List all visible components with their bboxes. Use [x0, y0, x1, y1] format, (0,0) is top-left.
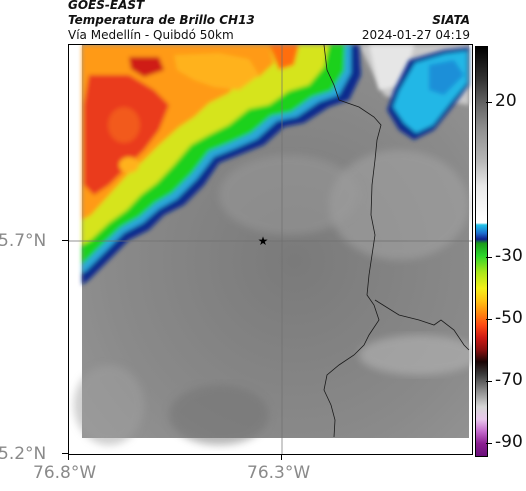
- product-title: Temperatura de Brillo CH13: [68, 13, 255, 27]
- colorbar-label: 20: [495, 91, 517, 111]
- lon-tick-76.8: [68, 454, 69, 460]
- timestamp-label: 2024-01-27 04:19: [361, 28, 470, 42]
- lon-tick-76.3: [281, 454, 282, 460]
- cold-cloud-right: [387, 47, 469, 140]
- colorbar-tick: [486, 381, 492, 382]
- lat-tick-5.7: [62, 240, 68, 241]
- colorbar-label: -70: [495, 370, 523, 390]
- lon-label-76.8: 76.8°W: [33, 463, 97, 483]
- satellite-title: GOES-EAST: [68, 0, 145, 12]
- colorbar-label: -50: [495, 308, 523, 328]
- boundary-line-2: [374, 299, 470, 351]
- brightness-temperature-field: ★: [69, 45, 472, 454]
- lat-tick-5.2: [62, 453, 68, 454]
- lon-label-76.3: 76.3°W: [247, 463, 311, 483]
- colorbar-tick: [486, 443, 492, 444]
- cold-cloud-top: [82, 45, 361, 285]
- colorbar-label: -30: [495, 246, 523, 266]
- route-subtitle: Vía Medellín - Quibdó 50km: [68, 28, 234, 42]
- lat-label-5.2: 5.2°N: [0, 444, 47, 464]
- agency-label: SIATA: [432, 13, 470, 27]
- boundary-line: [323, 45, 382, 438]
- colorbar-tick: [486, 257, 492, 258]
- colorbar-label: -90: [495, 432, 523, 452]
- temperature-colorbar: [475, 46, 488, 457]
- lat-label-5.7: 5.7°N: [0, 231, 47, 251]
- colorbar-tick: [486, 319, 492, 320]
- colorbar-tick: [486, 102, 492, 103]
- satellite-map[interactable]: ★: [68, 44, 473, 455]
- location-star-marker: ★: [258, 234, 269, 248]
